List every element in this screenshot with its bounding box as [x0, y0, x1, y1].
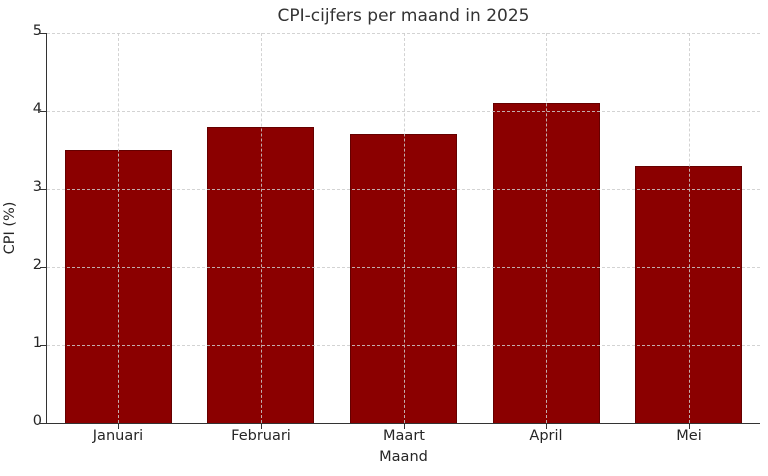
x-tick-label-februari: Februari [231, 428, 291, 444]
chart-title: CPI-cijfers per maand in 2025 [277, 6, 530, 26]
x-tick-mark [404, 424, 405, 429]
y-tick-mark [40, 345, 46, 346]
y-tick-label-2: 2 [32, 257, 42, 273]
x-tick-mark [689, 424, 690, 429]
x-tick-mark [118, 424, 119, 429]
x-axis-spine [46, 423, 760, 424]
y-tick-label-1: 1 [32, 335, 42, 351]
y-tick-mark [40, 33, 46, 34]
bar-maart [350, 134, 457, 423]
x-tick-label-mei: Mei [676, 428, 702, 444]
bar-januari [65, 150, 172, 423]
plot-area: Januari Februari Maart April Mei 0 1 2 3 4 5 [33, 23, 760, 444]
y-tick-label-3: 3 [32, 179, 42, 195]
y-tick-label-0: 0 [32, 413, 42, 429]
y-tick-label-4: 4 [32, 101, 42, 117]
x-tick-label-april: April [529, 428, 563, 444]
x-tick-label-januari: Januari [92, 428, 144, 444]
x-axis-label: Maand [379, 449, 428, 465]
y-axis-label: CPI (%) [2, 201, 18, 255]
bar-februari [207, 127, 314, 423]
x-tick-mark [546, 424, 547, 429]
x-tick-label-maart: Maart [383, 428, 425, 444]
gridline-horizontal [47, 33, 760, 34]
x-tick-mark [261, 424, 262, 429]
y-tick-label-5: 5 [32, 23, 42, 39]
bar-april [493, 103, 600, 423]
bar-mei [635, 166, 742, 423]
y-tick-mark [40, 267, 46, 268]
y-tick-mark [40, 189, 46, 190]
y-tick-mark [40, 111, 46, 112]
y-axis-spine [46, 33, 47, 424]
gridline-horizontal [47, 111, 760, 112]
y-tick-mark [40, 423, 46, 424]
